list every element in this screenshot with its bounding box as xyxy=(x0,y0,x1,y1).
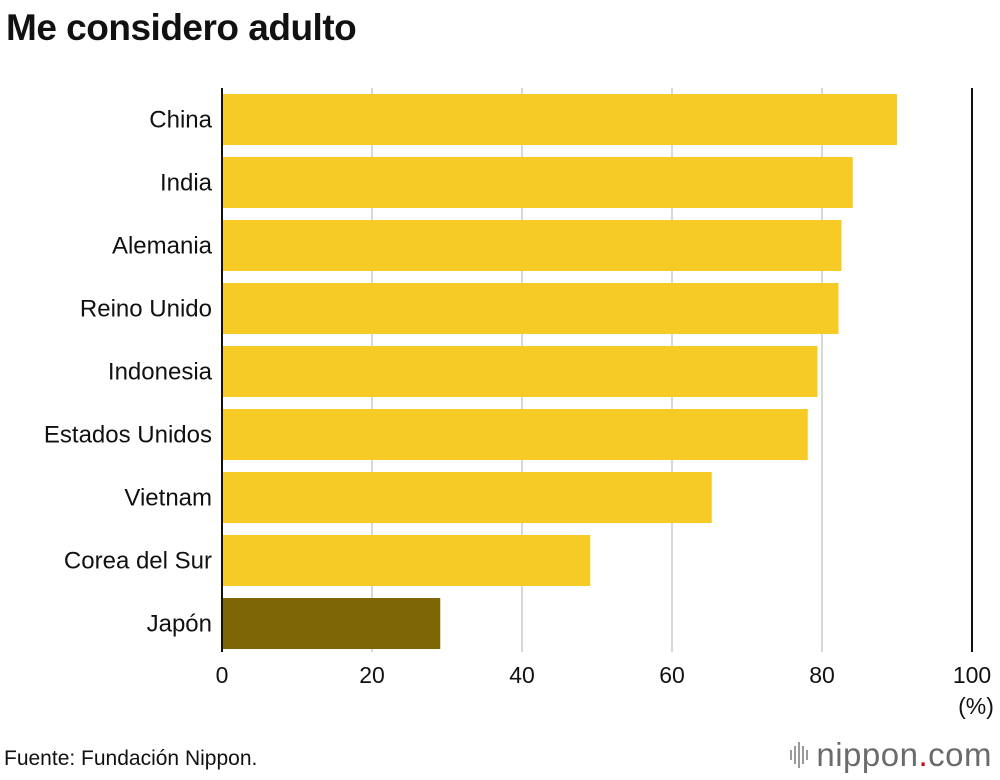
bar xyxy=(222,598,441,649)
category-label: India xyxy=(160,170,213,197)
brand-dot: . xyxy=(918,736,929,773)
brand-tld: com xyxy=(928,736,992,773)
bar xyxy=(222,346,818,397)
x-tick-label: 20 xyxy=(359,662,385,688)
category-label: Reino Unido xyxy=(80,296,212,323)
bar xyxy=(222,94,897,145)
category-label: Corea del Sur xyxy=(64,548,212,575)
category-label: Estados Unidos xyxy=(44,422,212,449)
chart-title: Me considero adulto xyxy=(6,7,357,48)
bar-chart: China India Alemania Reino Unido Indonesia Es… xyxy=(44,88,994,719)
bar xyxy=(222,220,842,271)
x-unit-label: (%) xyxy=(958,693,994,719)
bar xyxy=(222,535,591,586)
x-tick-label: 0 xyxy=(216,662,229,688)
nippon-logo: nippon. com xyxy=(790,736,992,774)
bar xyxy=(222,157,853,208)
category-label: Indonesia xyxy=(108,359,213,386)
category-label: Vietnam xyxy=(124,485,212,512)
bar xyxy=(222,409,808,460)
x-tick-label: 100 xyxy=(953,662,991,688)
x-tick-label: 80 xyxy=(809,662,835,688)
category-label: China xyxy=(149,107,212,134)
source-note: Fuente: Fundación Nippon. xyxy=(4,747,258,770)
bar xyxy=(222,472,712,523)
soundwave-icon xyxy=(790,742,809,768)
category-label: Japón xyxy=(147,611,212,638)
brand-name: nippon xyxy=(816,736,919,773)
x-tick-label: 40 xyxy=(509,662,535,688)
x-tick-label: 60 xyxy=(659,662,685,688)
bar xyxy=(222,283,839,334)
category-label: Alemania xyxy=(112,233,213,260)
